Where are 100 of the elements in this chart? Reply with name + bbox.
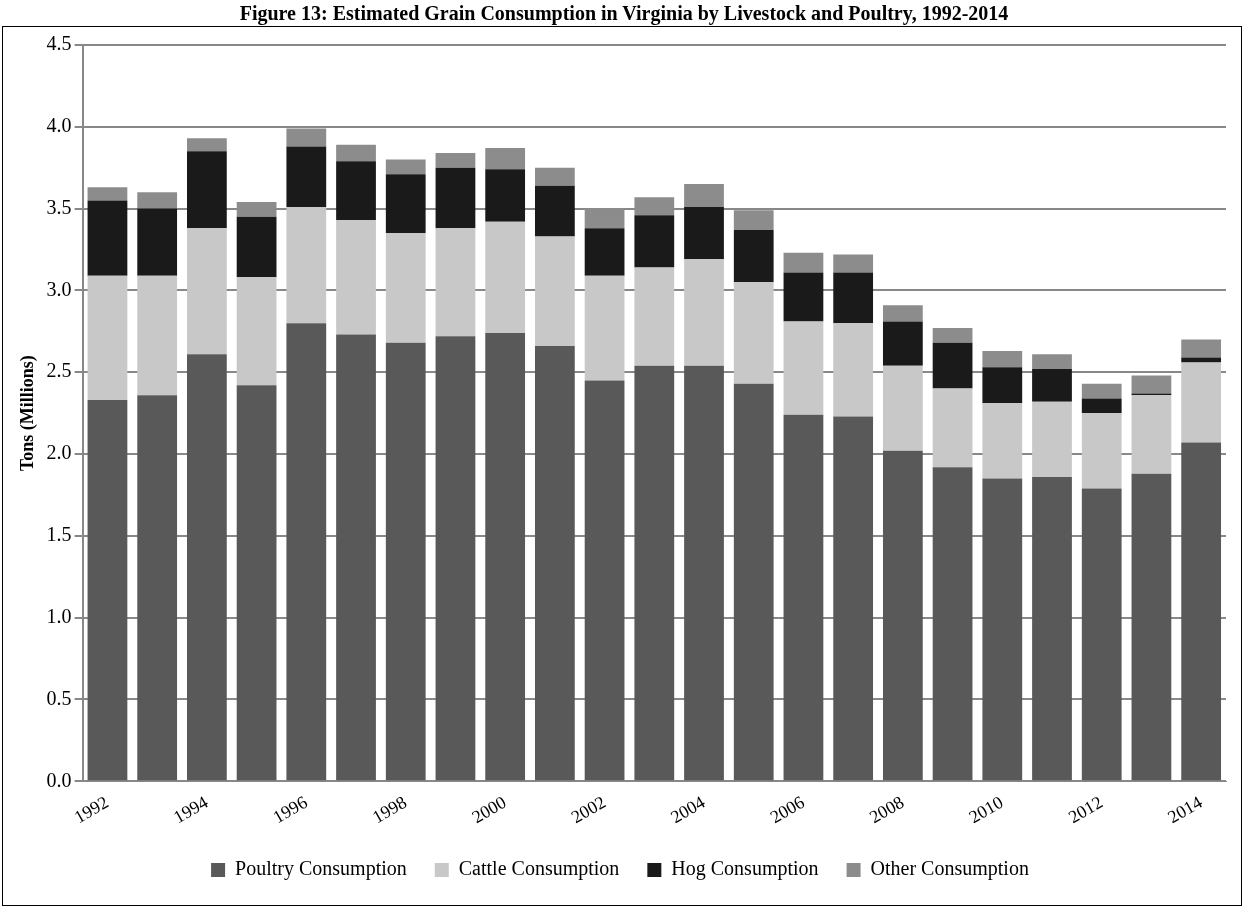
bar (1181, 339, 1222, 358)
bar (236, 385, 277, 781)
bar (982, 403, 1023, 479)
bar (137, 395, 178, 781)
bar (534, 185, 575, 237)
bar (833, 416, 874, 781)
bar (1081, 488, 1122, 781)
bar (336, 220, 376, 335)
bar (1032, 476, 1072, 781)
x-tick-label: 1992 (70, 791, 112, 828)
bar (87, 187, 128, 201)
bar (137, 275, 178, 396)
bar (385, 342, 426, 781)
bar (783, 414, 824, 781)
y-tick-label: 3.5 (46, 195, 72, 218)
bar (982, 478, 1023, 781)
x-tick-label: 2012 (1064, 791, 1107, 828)
bar (485, 169, 526, 222)
y-tick-label: 1.5 (46, 523, 72, 546)
bar (733, 282, 774, 384)
bar (435, 167, 476, 229)
bar (1131, 375, 1172, 394)
x-tick-label: 1996 (269, 791, 311, 828)
bar (1032, 368, 1072, 402)
bar (1131, 395, 1172, 474)
y-tick-label: 0.0 (46, 768, 72, 791)
bar (435, 336, 476, 781)
bar (286, 206, 327, 324)
bar (137, 208, 178, 276)
legend-label: Cattle Consumption (458, 857, 620, 881)
legend-label: Hog Consumption (671, 857, 819, 881)
x-tick-label: 2000 (468, 791, 510, 828)
x-tick-label: 2014 (1164, 791, 1206, 828)
bar (1081, 398, 1122, 414)
x-tick-label: 2006 (766, 791, 808, 828)
bar (1181, 362, 1222, 443)
bar (187, 151, 227, 229)
bar (336, 161, 376, 221)
bar (435, 228, 476, 337)
bar (485, 148, 526, 170)
bar (783, 272, 824, 322)
bar (932, 467, 973, 781)
bar (684, 206, 724, 260)
bar (684, 365, 724, 781)
bar (684, 259, 724, 366)
bar (236, 277, 277, 386)
bar (882, 450, 923, 781)
legend-label: Other Consumption (870, 857, 1029, 881)
bar (783, 321, 824, 415)
bar (385, 159, 426, 175)
bar (982, 350, 1023, 368)
bar (932, 388, 973, 468)
bar (485, 221, 526, 333)
bar (634, 215, 675, 268)
bar (534, 167, 575, 186)
bar (87, 400, 128, 781)
bar (534, 236, 575, 347)
bar (1032, 401, 1072, 477)
bar (882, 321, 923, 366)
bar (1181, 442, 1222, 781)
legend-label: Poultry Consumption (235, 857, 407, 881)
y-tick-label: 2.5 (46, 359, 72, 382)
bar (336, 334, 376, 781)
x-tick-label: 2008 (866, 791, 908, 828)
y-tick-label: 1.0 (46, 604, 72, 627)
x-tick-label: 1998 (368, 791, 411, 828)
bar (833, 254, 874, 273)
bar (733, 383, 774, 781)
bar (783, 252, 824, 273)
bar (882, 305, 923, 322)
bar (286, 323, 327, 781)
bar (932, 328, 973, 343)
x-tick-label: 2010 (965, 791, 1007, 828)
bar (187, 228, 227, 355)
bar (187, 354, 227, 781)
bar (584, 275, 625, 381)
y-tick-label: 3.0 (46, 277, 72, 300)
bar (634, 365, 675, 781)
bar (684, 184, 724, 207)
bar (584, 380, 625, 781)
bar (1081, 413, 1122, 489)
bar (882, 365, 923, 451)
bar (534, 346, 575, 781)
bar (584, 228, 625, 276)
y-axis-title: Tons (Millions) (17, 355, 39, 472)
bar (634, 267, 675, 366)
bar (1032, 354, 1072, 369)
bar (236, 216, 277, 278)
bar (385, 174, 426, 234)
bar (385, 233, 426, 343)
x-tick-label: 2004 (667, 791, 709, 828)
bar (982, 367, 1023, 404)
bar (485, 332, 526, 781)
bar (187, 138, 227, 152)
bar (833, 272, 874, 324)
x-tick-label: 1994 (170, 791, 212, 828)
y-tick-label: 4.5 (46, 32, 72, 55)
bar (1081, 383, 1122, 399)
bar (286, 146, 327, 207)
bar (1131, 473, 1172, 781)
